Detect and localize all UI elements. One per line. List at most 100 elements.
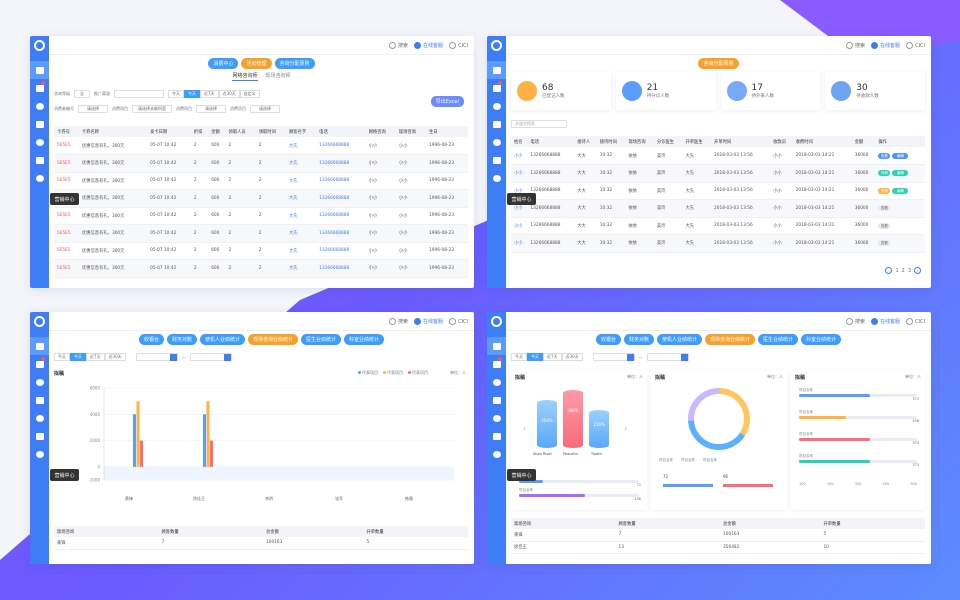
online-service-link[interactable]: 在线客服 [871, 317, 900, 325]
sidebar-item-chat[interactable] [30, 97, 49, 115]
tab-onsite-consultant[interactable]: 现场咨询师 [265, 73, 291, 79]
seg-7days[interactable]: 近7天 [200, 90, 219, 98]
sidebar-item-marketing[interactable] [487, 445, 506, 463]
action-button[interactable]: 编辑 [892, 170, 909, 177]
page-2[interactable]: 2 [901, 267, 905, 274]
seg-today-2[interactable]: 今天 [527, 353, 543, 361]
seg-today[interactable]: 今天 [54, 353, 70, 361]
sidebar-item-users[interactable] [30, 133, 49, 151]
pill-stats-doctor[interactable]: 医生业绩统计 [758, 334, 799, 345]
sidebar-item-monitor[interactable] [30, 61, 49, 79]
sidebar-item-monitor[interactable] [487, 61, 506, 79]
stat-card[interactable]: 68 已登记人数 [511, 72, 611, 110]
bar[interactable] [136, 401, 140, 467]
level-select[interactable]: 全 [74, 90, 90, 98]
sidebar-item-users[interactable] [487, 133, 506, 151]
seg-7days[interactable]: 近7天 [543, 353, 562, 361]
user-menu[interactable]: CICI [906, 41, 925, 49]
search-button[interactable]: 搜索 [846, 41, 865, 49]
sidebar-item-chat[interactable] [30, 373, 49, 391]
bar[interactable] [133, 414, 136, 467]
sidebar-item-calendar[interactable] [30, 355, 49, 373]
filter-input[interactable]: 请选择 [196, 105, 226, 113]
seg-30days[interactable]: 近30天 [104, 353, 126, 361]
start-date-input[interactable] [135, 353, 178, 361]
seg-30days[interactable]: 近30天 [218, 90, 240, 98]
table-row[interactable]: 黄锋 7 100163 5 [54, 537, 468, 550]
search-button[interactable]: 搜索 [389, 41, 408, 49]
user-menu[interactable]: CICI [449, 41, 468, 49]
pill-stats-a[interactable]: 使机人业绩统计 [199, 334, 245, 345]
seg-today-2[interactable]: 今天 [184, 90, 200, 98]
next-page-button[interactable]: › [914, 267, 921, 274]
sidebar-item-users[interactable] [30, 409, 49, 427]
online-service-link[interactable]: 在线客服 [414, 317, 443, 325]
pill-finance[interactable]: 财务对账 [166, 334, 197, 345]
seg-today[interactable]: 今天 [511, 353, 527, 361]
sidebar-item-chat[interactable] [487, 97, 506, 115]
action-button[interactable]: 查看 [878, 222, 891, 229]
pill-stats-dept[interactable]: 科室业绩统计 [801, 334, 842, 345]
action-button[interactable]: 查看 [878, 152, 891, 159]
page-3[interactable]: 3 [907, 267, 911, 274]
sidebar-item-calendar[interactable] [30, 79, 49, 97]
table-row[interactable]: 小小 13266668888 大大 10:32 依依 美玲 大先 2018-03-03 13:… [511, 182, 925, 200]
sidebar-item-calendar[interactable] [487, 355, 506, 373]
seg-today[interactable]: 今天 [168, 90, 184, 98]
channel-select[interactable] [114, 90, 164, 98]
bar[interactable] [140, 440, 143, 467]
pill-cashier[interactable]: 收银台 [138, 334, 164, 345]
pill-stats-dept[interactable]: 科室业绩统计 [344, 334, 385, 345]
bar[interactable] [210, 440, 213, 467]
end-date-input[interactable] [189, 353, 232, 361]
chevron-right-icon[interactable]: › [624, 425, 627, 433]
sidebar-item-stats[interactable] [30, 427, 49, 445]
table-row[interactable]: 小小 13266668888 大大 10:32 依依 美玲 大先 2018-03-03 13:… [511, 199, 925, 218]
table-row[interactable]: 小小 13266668888 大大 10:32 依依 美玲 大先 2018-03-03 13:… [511, 217, 925, 235]
sidebar-item-users[interactable] [487, 409, 506, 427]
filter-input[interactable]: 请选择关联科室 [132, 105, 172, 113]
table-row[interactable]: 徐佳王 13 356482 10 [511, 541, 925, 554]
seg-today-2[interactable]: 今天 [70, 353, 86, 361]
sidebar-item-wallet[interactable] [30, 391, 49, 409]
action-button[interactable]: 查看 [878, 205, 891, 212]
bar[interactable] [203, 414, 206, 467]
pill-stats-doctor[interactable]: 医生业绩统计 [301, 334, 342, 345]
pill-activity-manage[interactable]: 活动管理 [241, 58, 272, 69]
sidebar-item-marketing[interactable] [30, 445, 49, 463]
action-button[interactable]: 编辑 [892, 152, 909, 159]
sidebar-item-stats[interactable] [487, 151, 506, 169]
table-row[interactable]: 小小 13266668888 大大 10:32 依依 美玲 大先 2018-03-03 13:… [511, 147, 925, 165]
seg-30days[interactable]: 近30天 [561, 353, 583, 361]
stat-card[interactable]: 21 待分诊人数 [615, 72, 716, 110]
action-button[interactable]: 详情 [878, 187, 891, 194]
table-row[interactable]: 小小 13266668888 大大 10:32 依依 美玲 大先 2018-03-03 13:… [511, 164, 925, 183]
table-row[interactable]: 小小 13266668888 大大 10:32 依依 美玲 大先 2018-03-03 13:… [511, 234, 925, 253]
action-button[interactable]: 详情 [878, 170, 891, 177]
action-button[interactable]: 查看 [878, 240, 891, 247]
stat-card[interactable]: 30 待收款人数 [825, 72, 925, 110]
pill-consumer-center[interactable]: 消费中心 [208, 58, 239, 69]
keyword-search-input[interactable]: 关键字搜索 [511, 120, 567, 128]
chevron-left-icon[interactable]: ‹ [523, 425, 526, 433]
pill-stats-onsite[interactable]: 现场咨询业绩统计 [248, 334, 299, 345]
sidebar-item-stats[interactable] [30, 151, 49, 169]
filter-input[interactable]: 请选择 [78, 105, 108, 113]
online-service-link[interactable]: 在线客服 [871, 41, 900, 49]
action-button[interactable]: 编辑 [892, 187, 909, 194]
stat-card[interactable]: 17 待外来人数 [720, 72, 821, 110]
sidebar-item-wallet[interactable] [30, 115, 49, 133]
user-menu[interactable]: CICI [906, 317, 925, 325]
sidebar-item-monitor[interactable] [30, 337, 49, 355]
pill-finance[interactable]: 财务对账 [623, 334, 654, 345]
sidebar-item-marketing[interactable] [487, 169, 506, 187]
tab-online-consultant[interactable]: 网络咨询师 [232, 73, 258, 81]
